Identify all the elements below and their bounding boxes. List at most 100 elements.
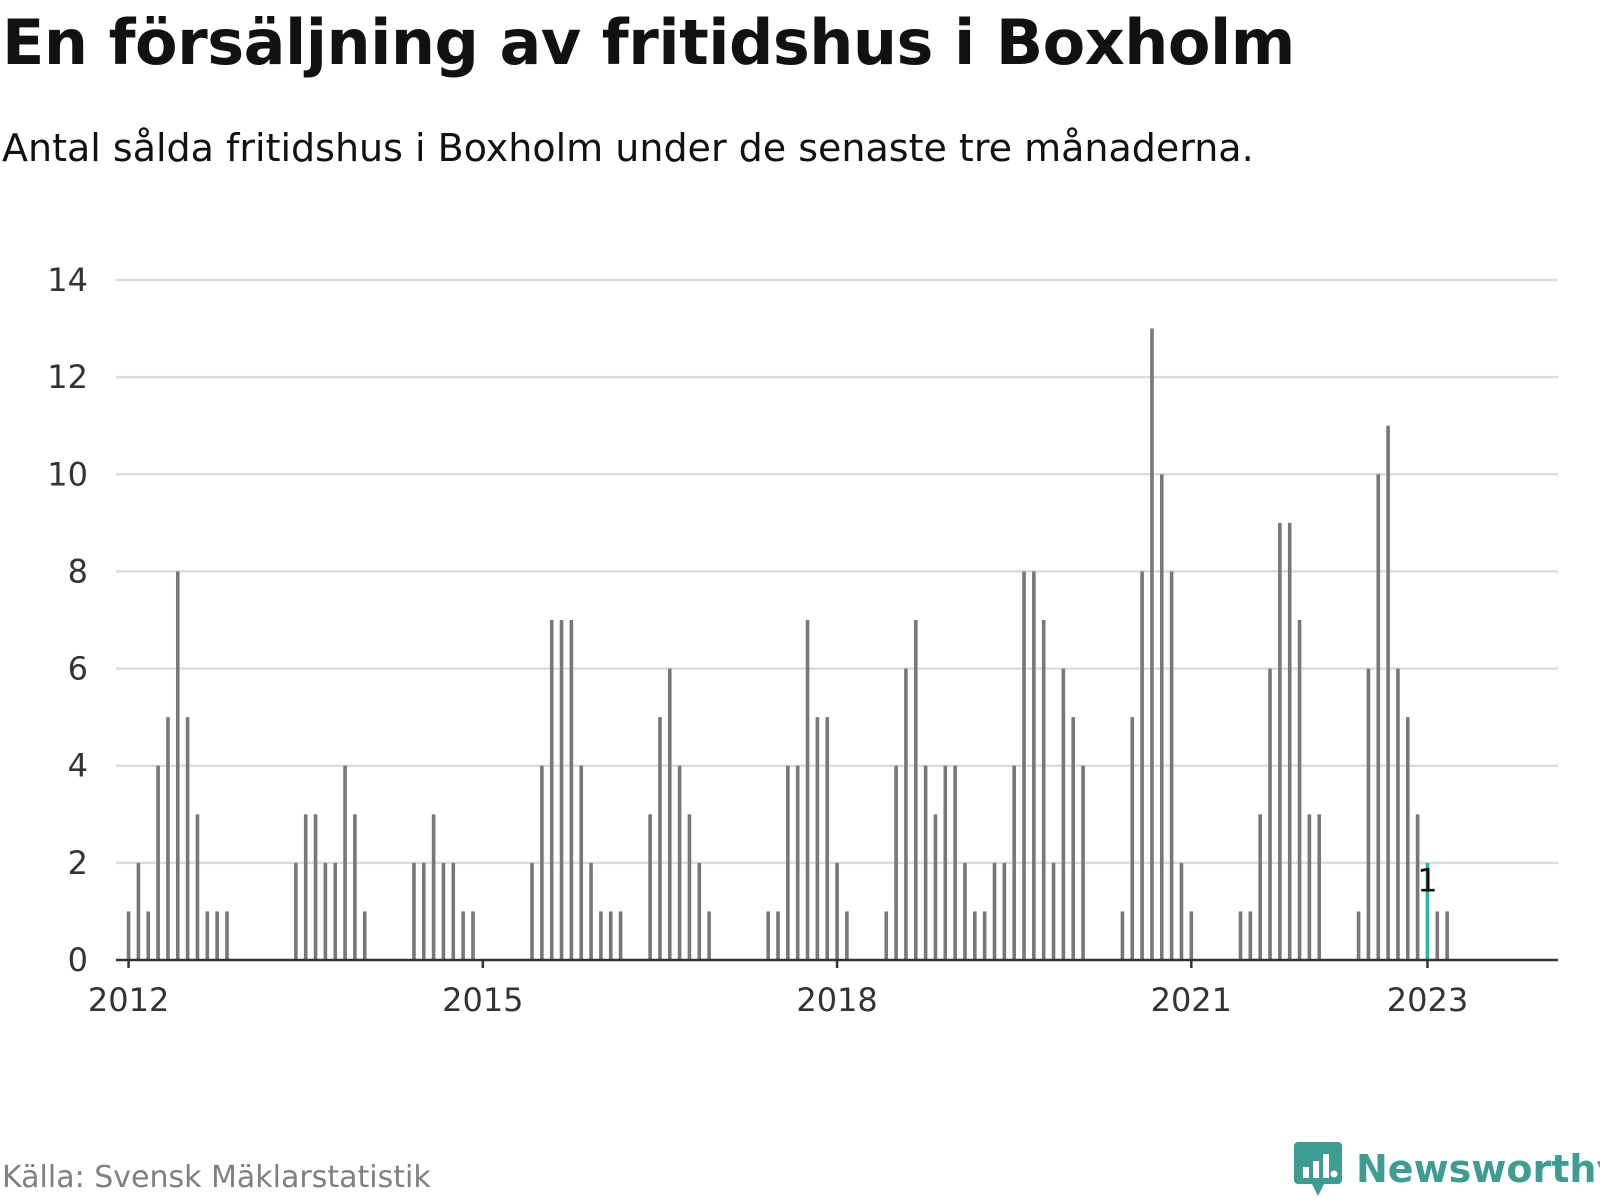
bar [618,911,623,960]
bar [1258,814,1262,960]
bar [313,814,318,960]
bar [1405,717,1410,960]
bar [776,911,780,960]
bar [766,911,770,960]
y-tick-label: 6 [68,650,88,688]
highlight-bar [1425,862,1430,960]
gridlines [116,278,1558,865]
bar [658,717,662,960]
bar [963,862,967,960]
x-tick-label: 2015 [442,981,523,1019]
bar [1071,717,1076,960]
bar [973,911,977,960]
bar [805,620,810,960]
bar [835,862,839,960]
bar [589,862,593,960]
bar [1278,522,1282,960]
bar [1002,862,1007,960]
y-tick-label: 12 [47,358,88,396]
bar [697,862,702,960]
bar [441,862,446,960]
x-axis: 2012 2015 2018 2021 2023 [88,958,1558,1019]
bar [1415,814,1420,960]
bar [1150,328,1154,961]
bar [923,765,928,960]
bar [1248,911,1253,960]
bar [1179,862,1184,960]
bar [982,911,987,960]
bar [845,911,849,960]
bar [303,814,308,960]
bar [904,668,908,960]
bar [1376,474,1381,960]
bar [1140,571,1144,960]
bar [648,814,652,960]
bar [687,814,692,960]
x-tick-label: 2021 [1151,981,1232,1019]
bar [1366,668,1371,960]
bar [126,911,131,960]
bar [1287,522,1292,960]
bar [333,862,338,960]
bar [1012,765,1016,960]
bar [412,862,416,960]
y-tick-label: 14 [47,261,88,299]
bar [667,668,672,960]
bar [353,814,357,960]
bar [136,862,141,960]
y-tick-label: 0 [68,941,88,979]
bar [362,911,367,960]
x-tick-label: 2023 [1387,981,1468,1019]
bar [205,911,210,960]
bar [175,571,180,960]
bar [1307,814,1312,960]
bar [1159,474,1164,960]
bar [1051,862,1056,960]
bars [126,328,1449,961]
bar [707,911,711,960]
bar [1169,571,1174,960]
bar [156,765,160,960]
chart-subtitle: Antal sålda fritidshus i Boxholm under d… [2,126,1254,170]
bar [1356,911,1361,960]
bar [608,911,613,960]
newsworthy-logo-icon [1294,1142,1342,1196]
data-labels: 1 [1417,861,1437,899]
bar [166,717,170,960]
bar [1130,717,1135,960]
bar [1268,668,1272,960]
bar [1061,668,1066,960]
bar [146,911,151,960]
bar [225,911,229,960]
brand-logo[interactable]: Newsworthy [1292,1140,1600,1198]
bar [943,765,948,960]
bar [215,911,219,960]
y-axis: 0 2 4 6 8 10 12 14 [47,261,88,979]
bar [1189,911,1194,960]
bar [953,765,957,960]
bar [323,862,328,960]
bar [825,717,830,960]
bar [933,814,938,960]
data-label: 1 [1417,861,1437,899]
y-tick-label: 8 [68,552,88,590]
bar [343,765,347,960]
source-note: Källa: Svensk Mäklarstatistik [2,1160,431,1195]
bar [1435,911,1440,960]
bar [884,911,889,960]
bar [549,620,554,960]
bar [894,765,898,960]
bar [1396,668,1400,960]
bar-chart: 0 2 4 6 8 10 12 14 2012 2015 2018 2021 2023 1 [47,261,1558,1019]
bar [471,911,475,960]
bar [540,765,544,960]
y-tick-label: 2 [68,844,88,882]
bar [294,862,298,960]
bar [451,862,456,960]
bar [1238,911,1243,960]
bar [992,862,997,960]
bar [795,765,800,960]
bar [1317,814,1322,960]
bar [1041,620,1046,960]
bar [195,814,200,960]
